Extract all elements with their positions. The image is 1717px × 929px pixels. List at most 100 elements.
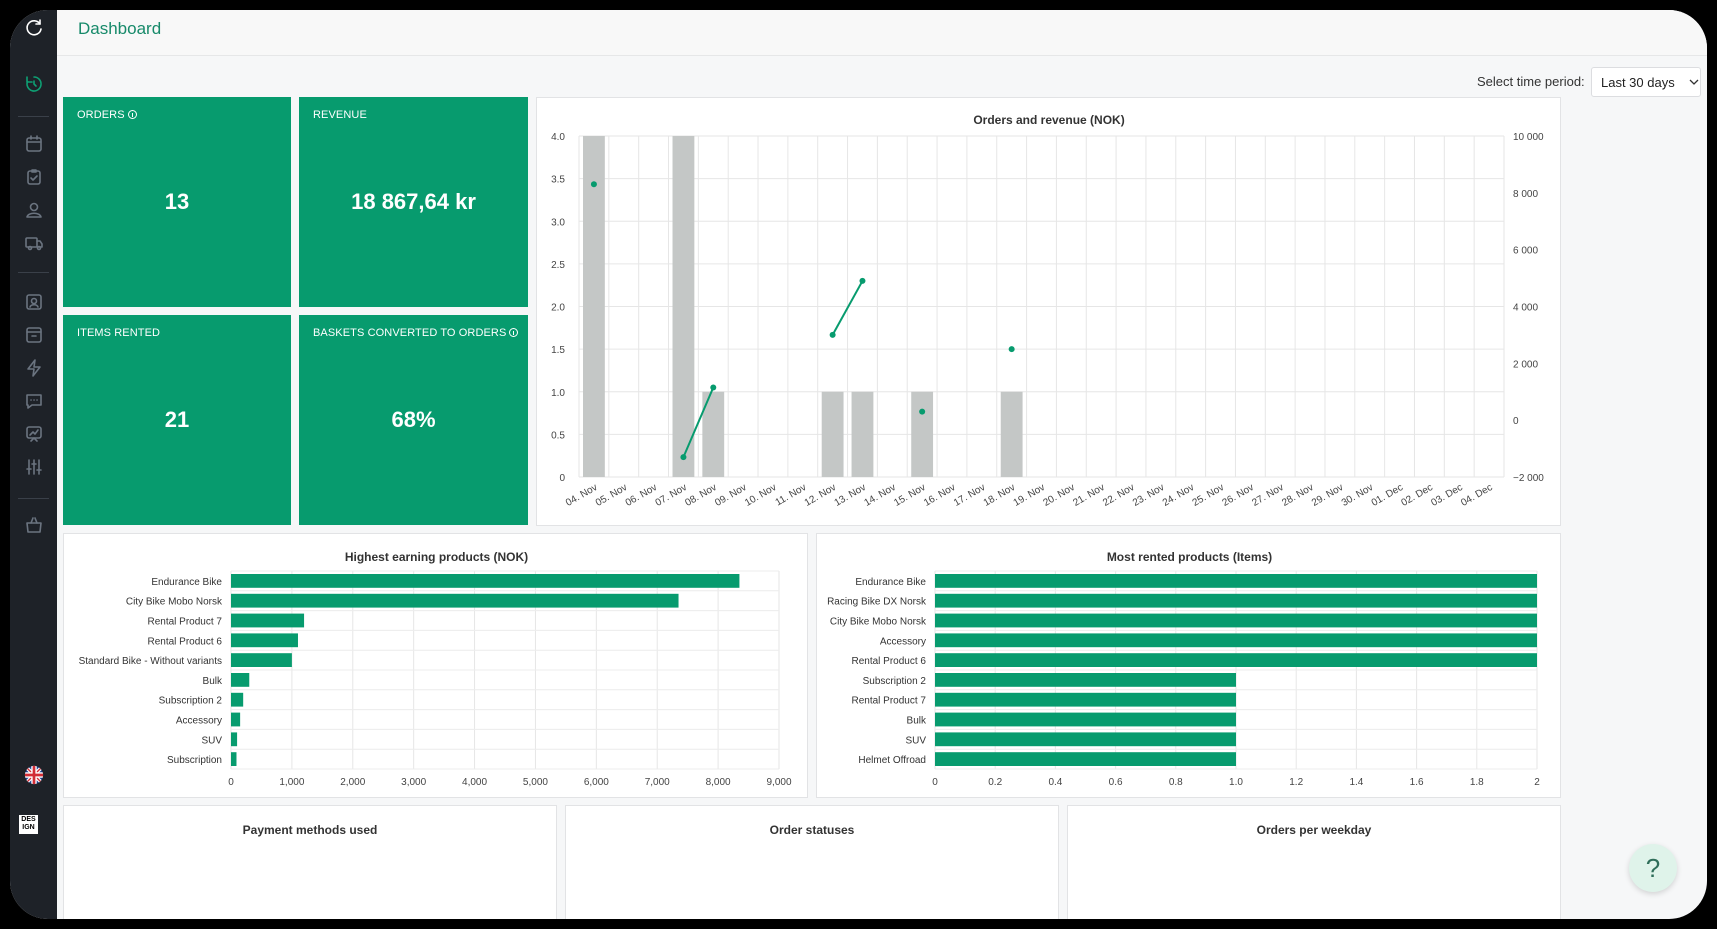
category-label: Accessory [880, 636, 926, 647]
presentation-chart-icon[interactable] [22, 422, 45, 445]
x-tick-label: 13. Nov [833, 482, 868, 509]
x-tick-label: 0 [228, 777, 234, 788]
revenue-point [1008, 346, 1015, 353]
y-left-tick-label: 3.5 [551, 175, 565, 186]
kpi-value: 18 867,64 kr [351, 189, 476, 214]
sliders-icon[interactable] [22, 455, 45, 478]
x-tick-label: 04. Dec [1459, 482, 1494, 509]
shopping-basket-icon[interactable] [22, 513, 45, 536]
kpi-label: ORDERS [77, 109, 137, 121]
user-icon[interactable] [22, 198, 45, 221]
y-left-tick-label: 1.5 [551, 345, 565, 356]
category-label: Accessory [176, 716, 222, 727]
y-left-tick-label: 0 [559, 473, 565, 484]
x-tick-label: 1.4 [1349, 777, 1363, 788]
value-bar [231, 692, 244, 707]
kpi-revenue: REVENUE 18 867,64 kr [299, 97, 528, 307]
panel-title: Orders per weekday [1256, 823, 1372, 837]
archive-icon[interactable] [22, 323, 45, 346]
value-bar [935, 653, 1537, 667]
orders-bar [1000, 391, 1023, 477]
orders-bar [672, 136, 695, 477]
revenue-line-segment [682, 387, 715, 458]
x-tick-label: 17. Nov [952, 482, 987, 509]
info-icon[interactable] [509, 328, 519, 337]
x-tick-label: 26. Nov [1221, 482, 1256, 509]
x-tick-label: 25. Nov [1191, 482, 1226, 509]
chat-icon[interactable] [22, 389, 45, 412]
truck-icon[interactable] [22, 231, 45, 254]
orders-bar [911, 391, 934, 477]
x-tick-label: 6,000 [584, 777, 609, 788]
y-left-tick-label: 3.0 [551, 217, 565, 228]
x-tick-label: 20. Nov [1041, 482, 1076, 509]
x-tick-label: 14. Nov [862, 482, 897, 509]
kpi-label: REVENUE [313, 109, 367, 121]
calendar-icon[interactable] [22, 132, 45, 155]
x-tick-label: 24. Nov [1161, 482, 1196, 509]
y-right-tick-label: 4 000 [1513, 303, 1538, 314]
value-bar [935, 712, 1236, 727]
kpi-value: 13 [164, 189, 190, 214]
kpi-label: BASKETS CONVERTED TO ORDERS [313, 327, 519, 339]
x-tick-label: 0 [932, 777, 938, 788]
chevron-down-icon [1689, 79, 1699, 85]
kpi-baskets-converted: BASKETS CONVERTED TO ORDERS 68% [299, 315, 528, 525]
x-tick-label: 0.2 [988, 777, 1002, 788]
dashboard-icon[interactable] [22, 72, 45, 95]
value-bar [231, 633, 298, 648]
time-period-value: Last 30 days [1601, 75, 1675, 90]
y-left-tick-label: 4.0 [551, 132, 565, 143]
refresh-logo-icon[interactable] [22, 16, 45, 39]
value-bar [231, 574, 740, 588]
category-label: Standard Bike - Without variants [79, 656, 222, 667]
most-rented-panel: Most rented products (Items) 0 0.2 0.4 0.6 0.… [816, 533, 1561, 798]
page-title: Dashboard [78, 19, 162, 38]
time-period-select[interactable]: Last 30 days [1591, 67, 1701, 97]
x-tick-label: 03. Dec [1429, 482, 1464, 509]
x-tick-label: 06. Nov [624, 482, 659, 509]
panel-title: Payment methods used [242, 823, 378, 837]
revenue-point [859, 277, 866, 284]
value-bar [935, 673, 1236, 687]
x-tick-label: 0.8 [1169, 777, 1183, 788]
x-tick-label: 16. Nov [922, 482, 957, 509]
x-tick-label: 28. Nov [1280, 482, 1315, 509]
x-tick-label: 8,000 [706, 777, 731, 788]
x-tick-label: 29. Nov [1310, 482, 1345, 509]
x-tick-label: 04. Nov [564, 482, 599, 509]
info-icon[interactable] [127, 110, 137, 119]
x-tick-label: 3,000 [401, 777, 426, 788]
category-label: Rental Product 7 [852, 696, 927, 707]
value-bar [231, 653, 292, 667]
category-label: City Bike Mobo Norsk [126, 597, 223, 608]
x-tick-label: 01. Dec [1370, 482, 1405, 509]
time-period-label: Select time period: [1477, 74, 1585, 89]
orders-bar [583, 136, 605, 477]
y-right-tick-label: 2 000 [1513, 359, 1538, 370]
x-tick-label: 11. Nov [774, 482, 809, 508]
x-tick-label: 1.6 [1410, 777, 1424, 788]
revenue-point [680, 454, 687, 461]
x-tick-label: 23. Nov [1131, 482, 1166, 509]
uk-flag-icon[interactable] [22, 763, 45, 786]
category-label: SUV [905, 735, 926, 746]
value-bar [935, 633, 1537, 648]
x-tick-label: 02. Dec [1400, 482, 1435, 509]
contact-card-icon[interactable] [22, 290, 45, 313]
x-tick-label: 12. Nov [803, 482, 838, 509]
help-button[interactable]: ? [1629, 844, 1677, 892]
category-label: Bulk [203, 676, 223, 687]
x-tick-label: 18. Nov [982, 482, 1017, 509]
revenue-point [590, 181, 597, 188]
value-bar [231, 613, 305, 628]
clipboard-check-icon[interactable] [22, 165, 45, 188]
value-bar [935, 574, 1537, 588]
orders-bar [702, 391, 725, 477]
y-right-tick-label: 6 000 [1513, 246, 1538, 257]
x-tick-label: 22. Nov [1101, 482, 1136, 509]
x-tick-label: 1.2 [1289, 777, 1303, 788]
lightning-icon[interactable] [22, 356, 45, 379]
x-tick-label: 2,000 [340, 777, 365, 788]
x-tick-label: 05. Nov [594, 482, 629, 509]
